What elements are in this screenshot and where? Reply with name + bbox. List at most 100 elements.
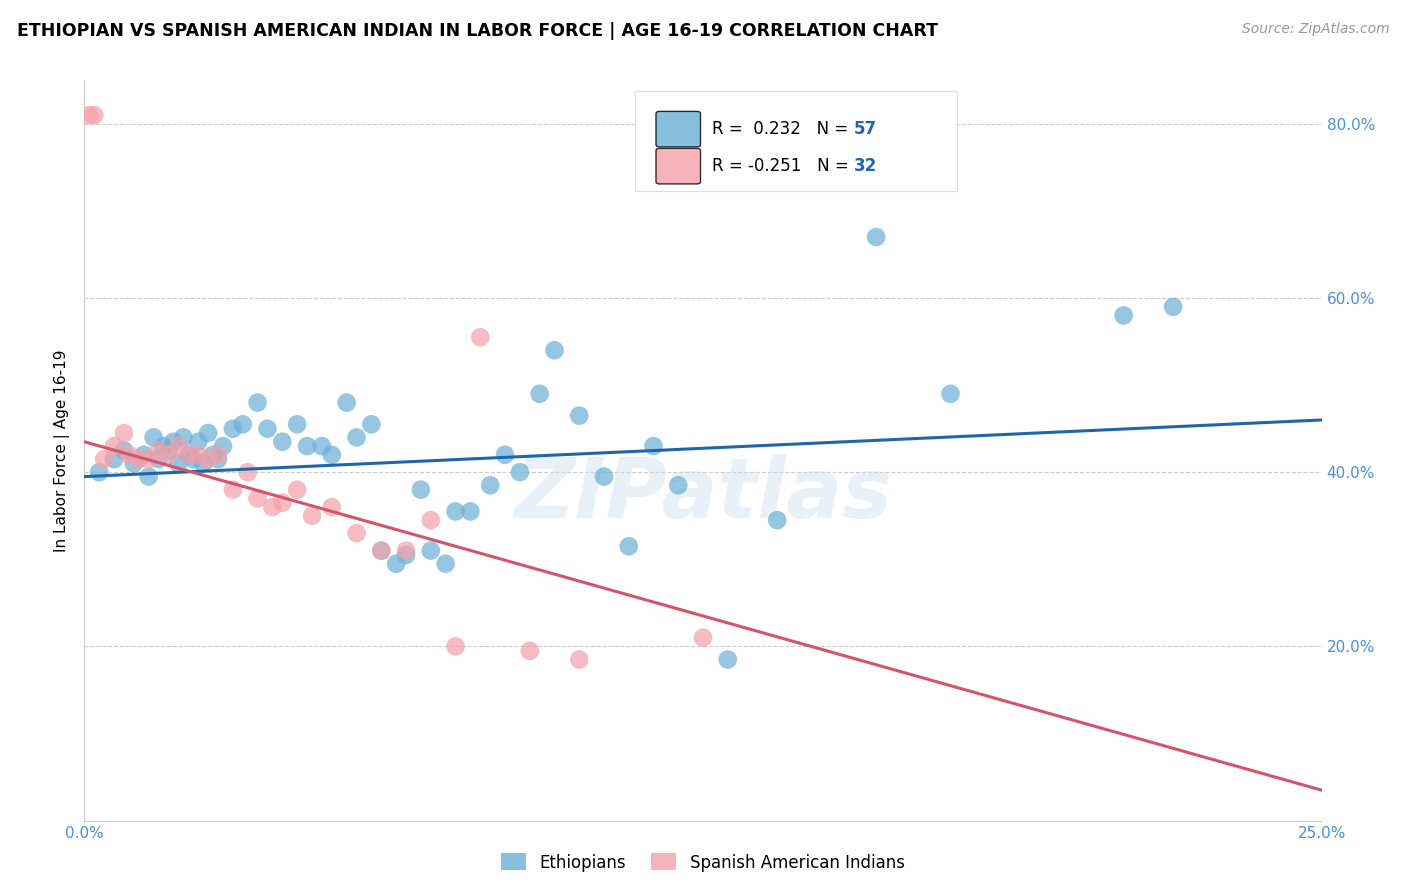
Point [434,557,457,571]
Point [617,539,640,553]
Point [766,513,789,527]
Point [177,448,200,462]
Point [157,443,180,458]
Point [301,508,323,523]
Point [138,469,160,483]
Point [112,425,135,440]
Point [122,457,145,471]
Point [444,504,467,518]
Point [519,644,541,658]
FancyBboxPatch shape [657,148,700,184]
Point [256,422,278,436]
Point [246,395,269,409]
Point [460,504,482,518]
Point [419,543,441,558]
Point [285,483,308,497]
Point [1112,309,1135,323]
Point [212,439,235,453]
Point [148,452,170,467]
Legend: Ethiopians, Spanish American Indians: Ethiopians, Spanish American Indians [502,854,904,871]
Point [181,452,204,467]
Text: R =  0.232   N =: R = 0.232 N = [711,120,853,138]
Point [191,457,214,471]
Point [187,448,209,462]
Point [172,430,194,444]
Point [395,543,418,558]
Point [321,500,343,514]
Point [187,434,209,449]
Text: 57: 57 [853,120,877,138]
Point [79,108,101,122]
Point [346,526,368,541]
Point [167,439,190,453]
Text: ZIPatlas: ZIPatlas [515,454,891,535]
Text: R = -0.251   N =: R = -0.251 N = [711,157,853,175]
Point [568,409,591,423]
Point [138,452,160,467]
Point [543,343,565,358]
Point [202,448,225,462]
Point [409,483,432,497]
Point [262,500,284,514]
Point [207,452,229,467]
FancyBboxPatch shape [636,91,956,191]
Point [118,448,141,462]
Point [717,652,740,666]
Point [167,457,190,471]
Point [222,422,245,436]
Point [207,448,229,462]
Point [295,439,318,453]
Point [311,439,333,453]
Point [197,452,219,467]
Point [865,230,887,244]
Point [152,439,174,453]
Text: Source: ZipAtlas.com: Source: ZipAtlas.com [1241,22,1389,37]
Point [197,425,219,440]
FancyBboxPatch shape [657,112,700,147]
Point [271,496,294,510]
Point [93,452,115,467]
Point [232,417,254,432]
Point [246,491,269,506]
Point [529,387,551,401]
Point [103,452,125,467]
Point [395,548,418,562]
Point [271,434,294,449]
Point [83,108,105,122]
Point [148,443,170,458]
Point [103,439,125,453]
Point [112,443,135,458]
Point [370,543,392,558]
Point [128,452,150,467]
Point [509,465,531,479]
Point [177,448,200,462]
Point [470,330,492,344]
Point [346,430,368,444]
Point [162,434,184,449]
Point [89,465,111,479]
Point [385,557,408,571]
Y-axis label: In Labor Force | Age 16-19: In Labor Force | Age 16-19 [55,349,70,552]
Point [494,448,516,462]
Point [1161,300,1184,314]
Point [479,478,502,492]
Point [285,417,308,432]
Point [419,513,441,527]
Point [222,483,245,497]
Point [360,417,382,432]
Point [142,430,165,444]
Point [157,448,180,462]
Point [336,395,359,409]
Point [568,652,591,666]
Point [321,448,343,462]
Text: ETHIOPIAN VS SPANISH AMERICAN INDIAN IN LABOR FORCE | AGE 16-19 CORRELATION CHAR: ETHIOPIAN VS SPANISH AMERICAN INDIAN IN … [17,22,938,40]
Point [132,448,155,462]
Point [444,640,467,654]
Point [593,469,616,483]
Point [643,439,665,453]
Point [370,543,392,558]
Point [939,387,962,401]
Text: 32: 32 [853,157,877,175]
Point [666,478,689,492]
Point [236,465,259,479]
